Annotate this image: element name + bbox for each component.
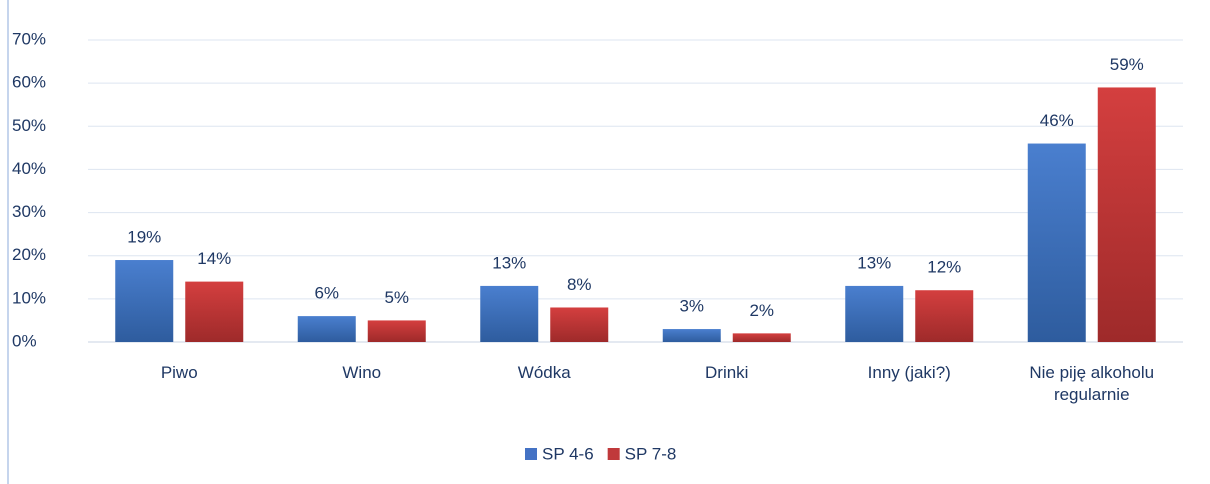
bar bbox=[662, 329, 721, 342]
bar bbox=[185, 281, 244, 342]
bar bbox=[1097, 87, 1156, 342]
legend-swatch bbox=[607, 448, 620, 460]
y-tick-label: 10% bbox=[12, 288, 46, 307]
bar bbox=[845, 285, 904, 342]
x-tick-label: Wino bbox=[342, 363, 382, 382]
data-label: 46% bbox=[1040, 111, 1074, 130]
data-label: 2% bbox=[749, 301, 774, 320]
bar bbox=[115, 260, 174, 342]
x-tick-label: Piwo bbox=[160, 363, 198, 382]
bar bbox=[367, 320, 426, 342]
y-tick-label: 0% bbox=[12, 331, 37, 350]
x-tick-label: Drinki bbox=[705, 363, 749, 382]
y-tick-label: 20% bbox=[12, 245, 46, 264]
x-tick-label: Nie piję alkoholu regularnie bbox=[1029, 363, 1155, 404]
data-label: 13% bbox=[857, 253, 891, 272]
data-label: 3% bbox=[679, 297, 704, 316]
bar bbox=[297, 316, 356, 342]
data-label: 12% bbox=[927, 258, 961, 277]
legend-label: SP 7-8 bbox=[625, 444, 677, 463]
x-tick-label: Inny (jaki?) bbox=[867, 363, 951, 382]
bar bbox=[550, 307, 609, 342]
y-tick-label: 50% bbox=[12, 116, 46, 135]
data-label: 19% bbox=[127, 228, 161, 247]
x-tick-label: Wódka bbox=[517, 363, 571, 382]
legend-label: SP 4-6 bbox=[542, 444, 594, 463]
data-label: 8% bbox=[567, 275, 592, 294]
data-label: 13% bbox=[492, 253, 526, 272]
y-tick-label: 60% bbox=[12, 73, 46, 92]
y-tick-label: 40% bbox=[12, 159, 46, 178]
data-label: 14% bbox=[197, 249, 231, 268]
bar bbox=[1027, 143, 1086, 342]
data-label: 5% bbox=[384, 288, 409, 307]
bar bbox=[732, 333, 791, 342]
y-tick-label: 30% bbox=[12, 202, 46, 221]
legend-swatch bbox=[525, 448, 537, 460]
bar bbox=[480, 285, 539, 342]
bar bbox=[915, 290, 974, 342]
data-label: 59% bbox=[1110, 55, 1144, 74]
y-tick-label: 70% bbox=[12, 29, 46, 48]
data-label: 6% bbox=[314, 284, 339, 303]
